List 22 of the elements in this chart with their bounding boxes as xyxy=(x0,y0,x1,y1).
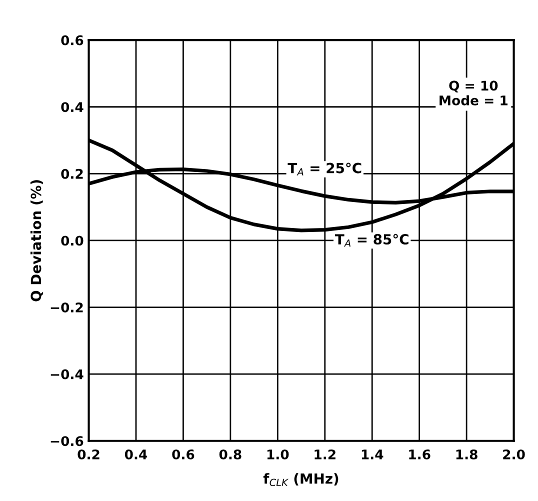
x-axis-title: f$_{CLK}$ (MHz) xyxy=(263,473,338,486)
x-tick-label: 2.0 xyxy=(503,449,525,460)
x-tick-label: 0.4 xyxy=(124,449,148,460)
series-label: T$_{A}$ = 85°C xyxy=(334,234,408,247)
x-tick-label: 0.6 xyxy=(172,449,194,460)
x-tick-label: 1.4 xyxy=(362,450,384,460)
y-tick-label: 0.0 xyxy=(61,236,84,246)
annotation: Q = 10 Mode = 1 xyxy=(440,80,508,106)
series-label: T$_{A}$ = 25°C xyxy=(288,162,362,176)
x-tick-label: 0.8 xyxy=(219,449,242,460)
x-tick-label: 1.0 xyxy=(267,449,289,460)
y-tick-label: −0.2 xyxy=(50,302,83,312)
y-tick-label: 0.2 xyxy=(61,168,83,179)
y-tick-label: 0.6 xyxy=(61,35,84,46)
y-tick-label: −0.6 xyxy=(50,436,84,446)
y-axis-title: Q Deviation (%) xyxy=(30,180,44,302)
y-tick-label: 0.4 xyxy=(61,102,84,112)
y-tick-label: −0.4 xyxy=(50,369,84,380)
x-tick-label: 0.2 xyxy=(78,449,100,460)
x-tick-label: 1.2 xyxy=(314,449,336,460)
x-tick-label: 1.8 xyxy=(456,449,478,460)
x-tick-label: 1.6 xyxy=(409,449,430,460)
